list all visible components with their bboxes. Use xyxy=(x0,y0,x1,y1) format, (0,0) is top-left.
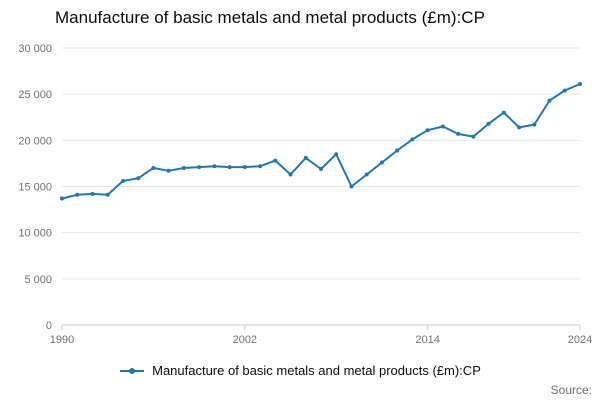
data-point-marker[interactable] xyxy=(105,192,110,197)
data-point-marker[interactable] xyxy=(532,122,537,127)
data-point-marker[interactable] xyxy=(349,184,354,189)
data-point-marker[interactable] xyxy=(303,155,308,160)
data-point-marker[interactable] xyxy=(319,167,323,171)
data-point-marker[interactable] xyxy=(395,148,400,153)
source-text: Source: xyxy=(550,383,592,397)
data-point-marker[interactable] xyxy=(456,131,461,136)
y-tick-label: 0 xyxy=(46,320,52,332)
x-tick-label: 1990 xyxy=(50,334,74,346)
y-tick-label: 20 000 xyxy=(18,135,52,147)
legend-label: Manufacture of basic metals and metal pr… xyxy=(152,363,481,378)
data-point-marker[interactable] xyxy=(181,166,186,170)
x-tick-label: 2014 xyxy=(415,334,439,346)
data-point-marker[interactable] xyxy=(562,88,567,93)
data-point-marker[interactable] xyxy=(425,128,430,133)
data-point-marker[interactable] xyxy=(288,172,293,177)
data-point-marker[interactable] xyxy=(120,179,125,183)
data-point-marker[interactable] xyxy=(501,110,506,115)
data-point-marker[interactable] xyxy=(60,196,64,201)
y-tick-label: 15 000 xyxy=(18,182,52,194)
y-tick-label: 10 000 xyxy=(18,228,52,240)
data-point-marker[interactable] xyxy=(242,165,247,170)
data-point-marker[interactable] xyxy=(364,172,369,177)
data-point-marker[interactable] xyxy=(197,165,202,170)
data-point-marker[interactable] xyxy=(517,125,522,130)
data-point-marker[interactable] xyxy=(151,166,156,170)
data-point-marker[interactable] xyxy=(90,191,95,196)
chart-title: Manufacture of basic metals and metal pr… xyxy=(55,8,485,27)
series-line xyxy=(61,83,581,200)
x-tick-label: 2024 xyxy=(568,334,592,346)
y-tick-label: 25 000 xyxy=(18,89,52,101)
data-point-marker[interactable] xyxy=(334,152,339,157)
data-point-marker[interactable] xyxy=(166,168,171,173)
data-point-marker[interactable] xyxy=(471,134,476,139)
data-point-marker[interactable] xyxy=(379,160,384,165)
data-point-marker[interactable] xyxy=(578,82,582,86)
data-point-marker[interactable] xyxy=(258,164,263,169)
data-point-marker[interactable] xyxy=(227,165,232,170)
data-point-marker[interactable] xyxy=(486,121,491,126)
y-tick-label: 5 000 xyxy=(24,274,52,286)
plot-svg: 0 5 000 10 000 15 000 20 000 25 000 30 000 1990… xyxy=(18,43,592,346)
x-tick-label: 2002 xyxy=(233,334,257,346)
data-point-marker[interactable] xyxy=(440,124,445,129)
legend-line-marker-icon xyxy=(120,367,145,374)
data-point-marker[interactable] xyxy=(212,164,217,169)
y-tick-label: 30 000 xyxy=(18,43,52,55)
legend-item[interactable]: Manufacture of basic metals and metal pr… xyxy=(0,363,600,378)
data-point-marker[interactable] xyxy=(136,176,141,181)
data-point-marker[interactable] xyxy=(547,98,552,103)
data-point-marker[interactable] xyxy=(273,158,278,163)
data-point-marker[interactable] xyxy=(75,192,80,197)
data-point-marker[interactable] xyxy=(410,137,415,142)
